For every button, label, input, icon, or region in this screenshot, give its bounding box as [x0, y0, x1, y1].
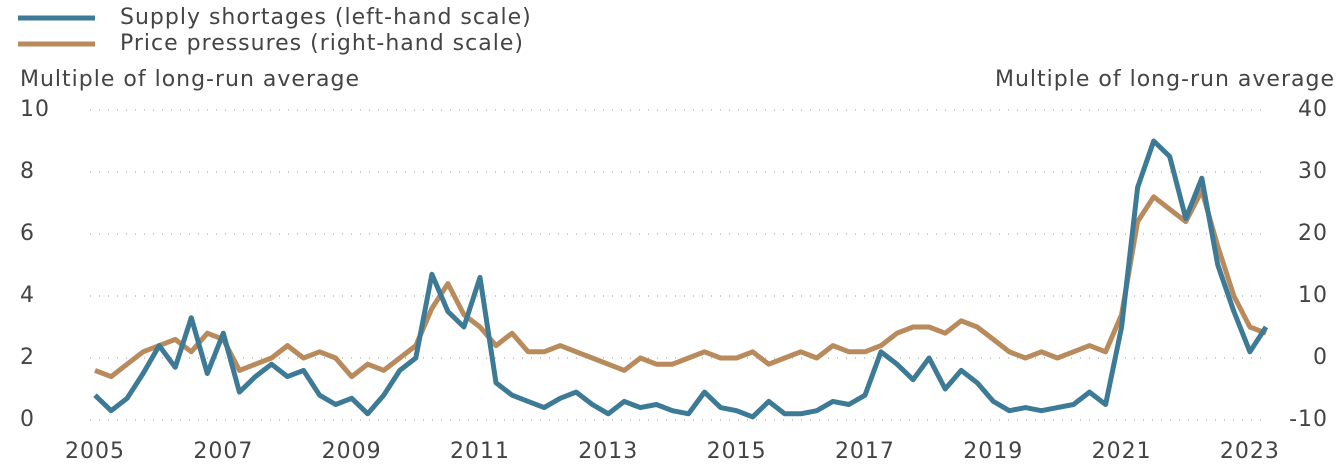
- y2-tick-label: -10: [1289, 407, 1328, 432]
- x-tick-label: 2017: [835, 439, 895, 464]
- y2-tick-label: 40: [1298, 97, 1328, 122]
- x-tick-label: 2005: [65, 439, 125, 464]
- x-tick-label: 2009: [322, 439, 382, 464]
- y-tick-label: 0: [20, 407, 35, 432]
- x-tick-label: 2011: [450, 439, 510, 464]
- series-line: [93, 138, 1269, 420]
- x-tick-label: 2013: [578, 439, 638, 464]
- y-tick-label: 2: [20, 345, 35, 370]
- y-tick-label: 8: [20, 159, 35, 184]
- y-tick-label: 6: [20, 221, 35, 246]
- y2-axis-label: Multiple of long-run average: [995, 67, 1335, 92]
- series-line: [94, 188, 1267, 380]
- x-tick-label: 2007: [193, 439, 253, 464]
- y2-tick-label: 10: [1298, 283, 1328, 308]
- y-tick-label: 4: [20, 283, 35, 308]
- y2-tick-label: 20: [1298, 221, 1328, 246]
- x-tick-label: 2023: [1220, 439, 1280, 464]
- y2-tick-label: 30: [1298, 159, 1328, 184]
- x-tick-label: 2021: [1092, 439, 1152, 464]
- x-tick-label: 2015: [707, 439, 767, 464]
- y2-tick-label: 0: [1313, 345, 1328, 370]
- legend-label: Supply shortages (left-hand scale): [120, 5, 532, 30]
- x-tick-label: 2019: [963, 439, 1023, 464]
- y-axis-label: Multiple of long-run average: [20, 67, 360, 92]
- legend-label: Price pressures (right-hand scale): [120, 31, 524, 56]
- y-tick-label: 10: [20, 97, 50, 122]
